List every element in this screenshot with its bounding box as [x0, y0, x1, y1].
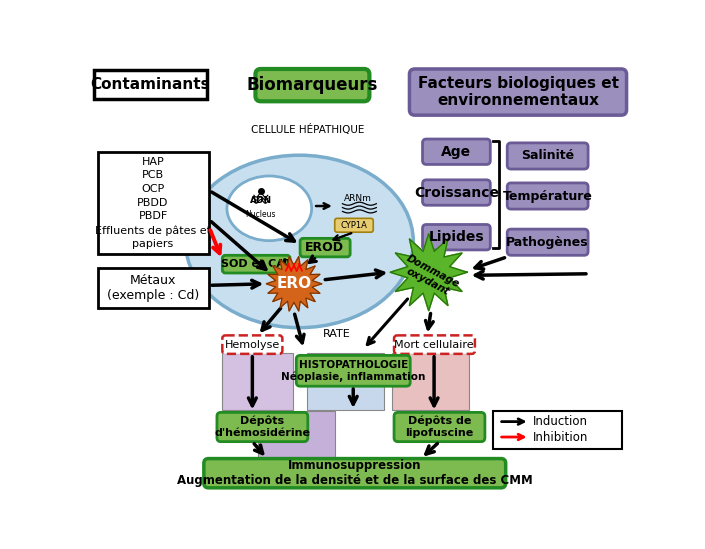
Text: ARNm: ARNm	[344, 194, 372, 203]
Text: Lipides: Lipides	[429, 230, 484, 244]
Text: Contaminants: Contaminants	[90, 77, 210, 92]
Text: Hemolyse: Hemolyse	[225, 340, 280, 350]
Text: Croissance: Croissance	[414, 186, 499, 199]
Text: Facteurs biologiques et
environnementaux: Facteurs biologiques et environnementaux	[417, 76, 618, 108]
FancyBboxPatch shape	[507, 229, 588, 255]
Bar	[94, 70, 207, 99]
Text: Dépôts
d'hémosidérine: Dépôts d'hémosidérine	[214, 416, 310, 438]
Text: Pathogènes: Pathogènes	[506, 236, 589, 249]
Text: ADN: ADN	[250, 196, 272, 205]
FancyBboxPatch shape	[222, 255, 290, 273]
Bar	[97, 267, 209, 307]
Text: Induction: Induction	[533, 415, 588, 428]
Text: SOD et CAT: SOD et CAT	[221, 259, 292, 269]
Text: Nucleus: Nucleus	[245, 210, 276, 219]
Text: EROD: EROD	[305, 241, 344, 254]
Text: Dommage
oxydant: Dommage oxydant	[399, 254, 461, 300]
Text: HAP
PCB
OCP
PBDD
PBDF
Effluents de pâtes et
papiers: HAP PCB OCP PBDD PBDF Effluents de pâtes…	[95, 157, 211, 249]
FancyBboxPatch shape	[335, 219, 373, 232]
Text: CELLULE HÉPATHIQUE: CELLULE HÉPATHIQUE	[251, 124, 364, 135]
Bar	[97, 152, 209, 254]
FancyBboxPatch shape	[217, 412, 308, 441]
FancyBboxPatch shape	[422, 139, 490, 165]
Ellipse shape	[227, 176, 312, 240]
Text: CYP1A: CYP1A	[341, 221, 367, 230]
Bar	[307, 353, 384, 410]
FancyBboxPatch shape	[394, 335, 475, 354]
Bar	[392, 353, 469, 410]
Ellipse shape	[185, 155, 413, 328]
Polygon shape	[266, 256, 321, 311]
Text: Température: Température	[503, 189, 593, 203]
Bar	[258, 411, 335, 473]
Text: Biomarqueurs: Biomarqueurs	[247, 76, 378, 94]
Text: Inhibition: Inhibition	[533, 430, 588, 444]
FancyBboxPatch shape	[296, 355, 410, 386]
FancyBboxPatch shape	[394, 412, 485, 441]
FancyBboxPatch shape	[422, 225, 490, 250]
Bar	[493, 411, 622, 449]
FancyBboxPatch shape	[507, 183, 588, 209]
FancyBboxPatch shape	[410, 69, 627, 115]
FancyBboxPatch shape	[300, 238, 350, 257]
Text: Age: Age	[441, 145, 472, 159]
FancyBboxPatch shape	[222, 335, 283, 354]
FancyBboxPatch shape	[255, 69, 369, 102]
Text: ERO: ERO	[276, 276, 312, 292]
FancyBboxPatch shape	[507, 143, 588, 169]
FancyBboxPatch shape	[422, 180, 490, 205]
Text: RATE: RATE	[322, 329, 350, 339]
FancyBboxPatch shape	[204, 458, 505, 488]
Bar	[222, 353, 293, 410]
Text: HISTOPATHOLOGIE
Néoplasie, inflammation: HISTOPATHOLOGIE Néoplasie, inflammation	[281, 360, 425, 382]
Text: Mort cellulaire: Mort cellulaire	[394, 340, 474, 350]
Text: Dépôts de
lipofuscine: Dépôts de lipofuscine	[405, 416, 474, 438]
Text: Immunosuppression
Augmentation de la densité et de la surface des CMM: Immunosuppression Augmentation de la den…	[177, 459, 533, 487]
Text: Salinité: Salinité	[521, 149, 574, 163]
Polygon shape	[390, 234, 467, 311]
Text: Métaux
(exemple : Cd): Métaux (exemple : Cd)	[107, 273, 199, 301]
